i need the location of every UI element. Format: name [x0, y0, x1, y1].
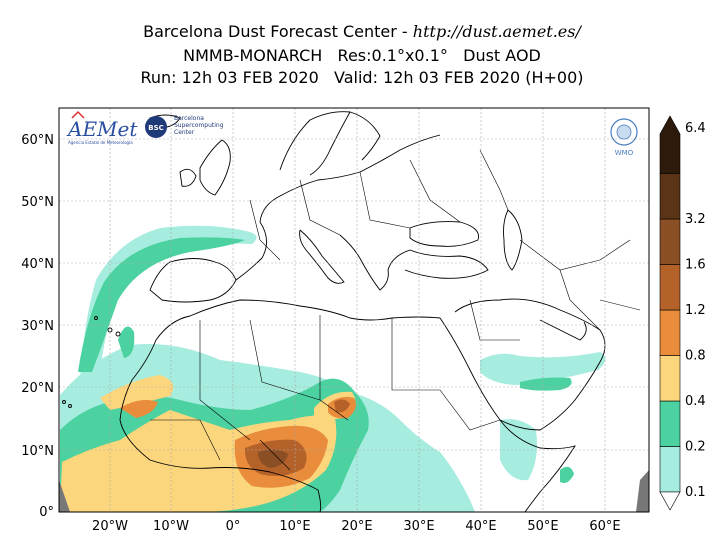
map-title-line-2: NMMB-MONARCH Res:0.1°x0.1° Dust AOD [183, 46, 541, 65]
dust-field-peak [258, 449, 288, 468]
lat-label: 40°N [21, 257, 54, 272]
colorbar-segment [659, 173, 681, 220]
bsc-logo: BSC Barcelona Supercomputing Center [145, 115, 224, 138]
lon-label: 50°E [527, 519, 558, 534]
nodata-corner-west [59, 480, 70, 512]
wmo-logo-text: WMO [615, 149, 634, 157]
colorbar-tick-label: 0.4 [685, 394, 706, 409]
longitude-labels: 20°W 10°W 0° 10°E 20°E 30°E 40°E 50°E 60… [92, 519, 621, 534]
map-title-line-3: Run: 12h 03 FEB 2020 Valid: 12h 03 FEB 2… [140, 68, 584, 87]
graticule [59, 108, 649, 512]
colorbar-tick-label: 1.2 [685, 303, 706, 318]
colorbar-segment [659, 264, 681, 311]
country-borders [150, 149, 641, 471]
colorbar-tick-label: 0.1 [685, 485, 706, 500]
wmo-logo: WMO [610, 118, 638, 157]
lon-label: 20°E [341, 519, 372, 534]
lon-label: 30°E [403, 519, 434, 534]
colorbar-segment [659, 115, 681, 174]
nodata-corner-east [636, 470, 649, 512]
colorbar-tick-label: 0.2 [685, 440, 706, 455]
colorbar-tick-label: 1.6 [685, 258, 706, 273]
wmo-logo-emblem [610, 118, 638, 146]
colorbar-tick-label: 0.8 [685, 349, 706, 364]
lat-label: 30°N [21, 319, 54, 334]
aemet-logo-text: AEMet [66, 117, 138, 141]
title-prefix: Barcelona Dust Forecast Center - [143, 22, 413, 41]
colorbar-segment [659, 355, 681, 402]
lon-label: 10°E [279, 519, 310, 534]
colorbar-extension-low [659, 491, 681, 511]
bsc-logo-line-3: Center [174, 129, 195, 136]
lat-label: 0° [39, 505, 54, 520]
lat-label: 60°N [21, 133, 54, 148]
bsc-logo-text: BSC [148, 124, 164, 132]
bsc-logo-circle [145, 116, 167, 138]
bsc-logo-line-2: Supercomputing [174, 122, 224, 129]
latitude-labels: 60°N 50°N 40°N 30°N 20°N 10°N 0° [21, 133, 54, 520]
aemet-logo-mark [71, 110, 85, 119]
colorbar-tick-label: 3.2 [685, 212, 706, 227]
lon-label: 0° [226, 519, 241, 534]
lat-label: 50°N [21, 195, 54, 210]
lat-label: 20°N [21, 381, 54, 396]
title-url: http://dust.aemet.es/ [412, 22, 581, 41]
colorbar-segment [659, 218, 681, 265]
lon-label: 20°W [92, 519, 128, 534]
map-frame [58, 107, 650, 513]
aemet-logo: AEMet Agencia Estatal de Meteorología [66, 110, 138, 145]
lon-label: 40°E [465, 519, 496, 534]
bsc-logo-line-1: Barcelona [174, 115, 204, 122]
colorbar-segment [659, 446, 681, 493]
wmo-logo-globe [616, 124, 632, 140]
lat-label: 10°N [21, 444, 54, 459]
map-title-line-1: Barcelona Dust Forecast Center - http://… [0, 22, 724, 42]
colorbar-segment [659, 309, 681, 356]
lon-label: 10°W [153, 519, 189, 534]
aemet-logo-subtitle: Agencia Estatal de Meteorología [68, 140, 133, 145]
colorbar: 0.1 0.2 0.4 0.8 1.2 1.6 3.2 6.4 [659, 115, 706, 511]
colorbar-tick-label: 6.4 [685, 121, 706, 136]
lon-label: 60°E [589, 519, 620, 534]
colorbar-segment [659, 400, 681, 447]
